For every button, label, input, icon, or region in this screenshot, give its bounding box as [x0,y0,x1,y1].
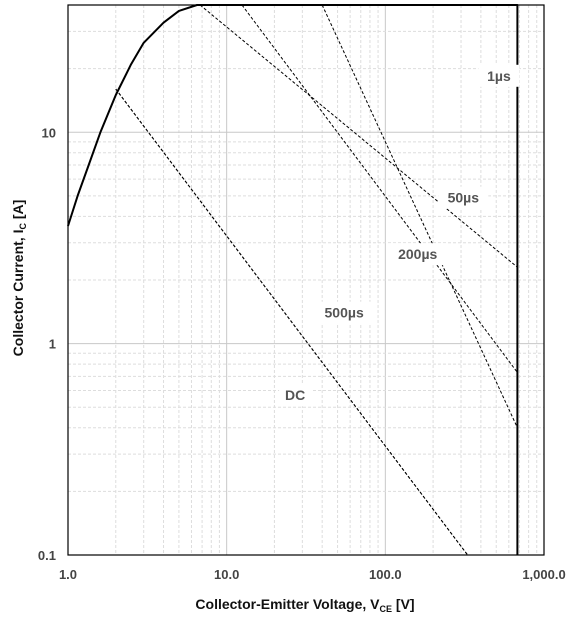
region-label-background [279,384,312,407]
region-label: 1µs [487,68,511,84]
region-label-background [478,64,520,87]
region-label-background [314,301,374,324]
soa-line-200s [321,4,518,428]
region-label-background [438,186,489,209]
region-label-background [388,243,448,266]
region-label: 500µs [325,305,364,321]
y-tick-label: 1 [49,337,56,352]
y-axis-title: Collector Current, IC [A] [10,200,28,357]
region-label: 200µs [398,246,437,262]
y-tick-label: 0.1 [38,548,56,563]
plot-frame [67,4,545,556]
x-tick-label: 1.0 [59,567,77,582]
soa-line-1s [199,4,518,268]
region-label: 50µs [448,190,480,206]
x-tick-label: 100.0 [369,567,402,582]
soa-line-50s [241,4,518,373]
soa-line-dc [115,88,468,556]
x-tick-label: 1,000.0 [522,567,565,582]
x-tick-label: 10.0 [214,567,239,582]
y-tick-label: 10 [42,125,56,140]
x-axis-title: Collector-Emitter Voltage, VCE [V] [195,596,414,614]
region-label: DC [285,387,305,403]
